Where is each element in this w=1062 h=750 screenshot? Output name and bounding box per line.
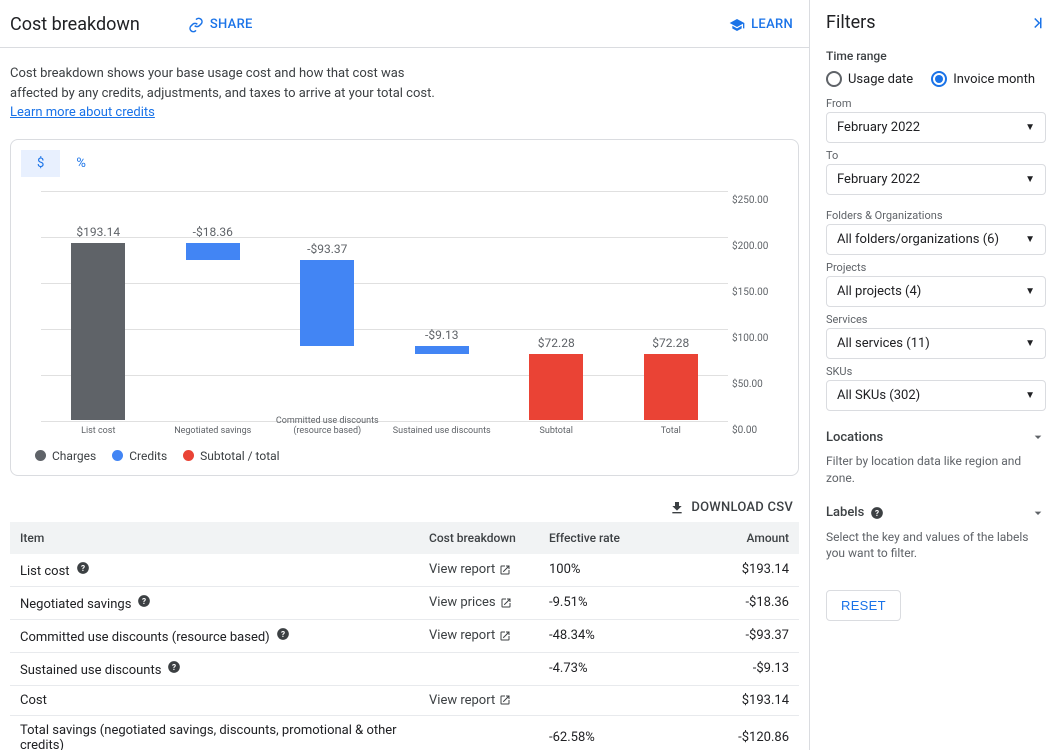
bar-value-label: $193.14	[76, 225, 120, 239]
bar-value-label: -$93.37	[307, 242, 347, 256]
link-icon	[188, 17, 204, 33]
y-tick: $0.00	[732, 425, 757, 436]
radio-icon	[931, 71, 947, 87]
description: Cost breakdown shows your base usage cos…	[0, 48, 460, 139]
help-icon[interactable]: ?	[137, 594, 151, 608]
chart-bar: -$18.36Negotiated savings	[156, 191, 271, 421]
open-external-icon	[500, 597, 512, 609]
radio-invoice-month[interactable]: Invoice month	[931, 71, 1035, 87]
services-select[interactable]: All services (11) ▼	[826, 328, 1046, 359]
cost-table: Item Cost breakdown Effective rate Amoun…	[10, 522, 799, 750]
locations-expand[interactable]: Locations	[826, 425, 1046, 449]
filters-title: Filters	[826, 12, 876, 33]
filters-header: Filters	[826, 12, 1046, 33]
tab-currency[interactable]: $	[21, 150, 60, 177]
radio-usage-date[interactable]: Usage date	[826, 71, 913, 87]
help-icon[interactable]: ?	[76, 561, 90, 575]
y-tick: $250.00	[732, 195, 768, 206]
help-icon[interactable]: ?	[870, 506, 884, 520]
main-panel: Cost breakdown SHARE LEARN Cost breakdow…	[0, 0, 810, 750]
chevron-down-icon: ▼	[1025, 286, 1035, 297]
chart-legend: Charges Credits Subtotal / total	[21, 441, 788, 463]
from-select[interactable]: February 2022 ▼	[826, 112, 1046, 143]
chart-card: $ % $0.00 $50.00 $100.00 $150.00 $200.00 $250…	[10, 139, 799, 476]
radio-icon	[826, 71, 842, 87]
legend-item: Subtotal / total	[183, 449, 279, 463]
svg-text:?: ?	[281, 628, 285, 638]
chart-bar: $72.28Total	[614, 191, 729, 421]
table-row: CostView report $193.14	[10, 686, 799, 716]
chevron-down-icon: ▼	[1025, 338, 1035, 349]
collapse-icon[interactable]	[1028, 14, 1046, 32]
open-external-icon	[499, 564, 511, 576]
chart-bar: $193.14List cost	[41, 191, 156, 421]
bar-category-label: Total	[661, 427, 681, 437]
chevron-down-icon: ▼	[1025, 234, 1035, 245]
locations-section: Locations Filter by location data like r…	[826, 425, 1046, 487]
table-row: Committed use discounts (resource based)…	[10, 620, 799, 653]
svg-text:?: ?	[81, 562, 85, 572]
download-csv-button[interactable]: DOWNLOAD CSV	[669, 500, 793, 516]
graduation-icon	[729, 17, 745, 33]
svg-text:?: ?	[875, 508, 879, 518]
folders-select[interactable]: All folders/organizations (6) ▼	[826, 224, 1046, 255]
projects-select[interactable]: All projects (4) ▼	[826, 276, 1046, 307]
download-row: DOWNLOAD CSV	[0, 494, 809, 522]
share-button[interactable]: SHARE	[188, 17, 253, 33]
open-external-icon	[499, 630, 511, 642]
labels-expand[interactable]: Labels ?	[826, 501, 1046, 525]
chart-bar: $72.28Subtotal	[499, 191, 614, 421]
table-row: Sustained use discounts?-4.73%-$9.13	[10, 653, 799, 686]
legend-item: Charges	[35, 449, 96, 463]
table-row: List cost?View report 100%$193.14	[10, 554, 799, 587]
y-tick: $150.00	[732, 287, 768, 298]
chevron-down-icon: ▼	[1025, 174, 1035, 185]
table-row: Negotiated savings?View prices -9.51%-$1…	[10, 587, 799, 620]
chevron-down-icon	[1030, 505, 1046, 521]
view-report-link[interactable]: View report	[429, 562, 511, 577]
help-icon[interactable]: ?	[276, 627, 290, 641]
tab-percent[interactable]: %	[60, 150, 102, 177]
legend-item: Credits	[112, 449, 167, 463]
chevron-down-icon: ▼	[1025, 390, 1035, 401]
chevron-down-icon: ▼	[1025, 122, 1035, 133]
bar-value-label: $72.28	[652, 336, 689, 350]
bar-category-label: Subtotal	[540, 427, 573, 437]
y-tick: $200.00	[732, 241, 768, 252]
page-title: Cost breakdown	[10, 14, 140, 35]
chart-tabs: $ %	[21, 150, 788, 177]
chevron-down-icon	[1030, 429, 1046, 445]
y-tick: $100.00	[732, 333, 768, 344]
view-report-link[interactable]: View prices	[429, 595, 512, 610]
bar-value-label: -$9.13	[425, 328, 458, 342]
svg-text:?: ?	[172, 661, 176, 671]
bar-category-label: Sustained use discounts	[393, 427, 491, 437]
bar-value-label: $72.28	[538, 336, 575, 350]
chart-bar: -$93.37Committed use discounts(resource …	[270, 191, 385, 421]
skus-select[interactable]: All SKUs (302) ▼	[826, 380, 1046, 411]
reset-button[interactable]: RESET	[826, 590, 901, 621]
bar-category-label: Committed use discounts(resource based)	[276, 417, 379, 437]
view-report-link[interactable]: View report	[429, 693, 511, 708]
bar-category-label: List cost	[81, 427, 115, 437]
bar-category-label: Negotiated savings	[174, 427, 251, 437]
header: Cost breakdown SHARE LEARN	[0, 0, 809, 48]
y-tick: $50.00	[732, 379, 763, 390]
table-row: Total savings (negotiated savings, disco…	[10, 716, 799, 750]
labels-section: Labels ? Select the key and values of th…	[826, 501, 1046, 563]
svg-text:?: ?	[142, 595, 146, 605]
view-report-link[interactable]: View report	[429, 628, 511, 643]
learn-more-link[interactable]: Learn more about credits	[10, 105, 155, 120]
filters-panel: Filters Time range Usage date Invoice mo…	[810, 0, 1062, 750]
time-range-section: Time range Usage date Invoice month From…	[826, 49, 1046, 195]
to-select[interactable]: February 2022 ▼	[826, 164, 1046, 195]
help-icon[interactable]: ?	[167, 660, 181, 674]
bar-value-label: -$18.36	[193, 225, 233, 239]
chart-bar: -$9.13Sustained use discounts	[385, 191, 500, 421]
open-external-icon	[499, 694, 511, 706]
waterfall-chart: $0.00$50.00$100.00$150.00$200.00$250.00 …	[21, 181, 788, 441]
download-icon	[669, 500, 685, 516]
learn-button[interactable]: LEARN	[729, 17, 793, 33]
table-header: Item Cost breakdown Effective rate Amoun…	[10, 522, 799, 554]
